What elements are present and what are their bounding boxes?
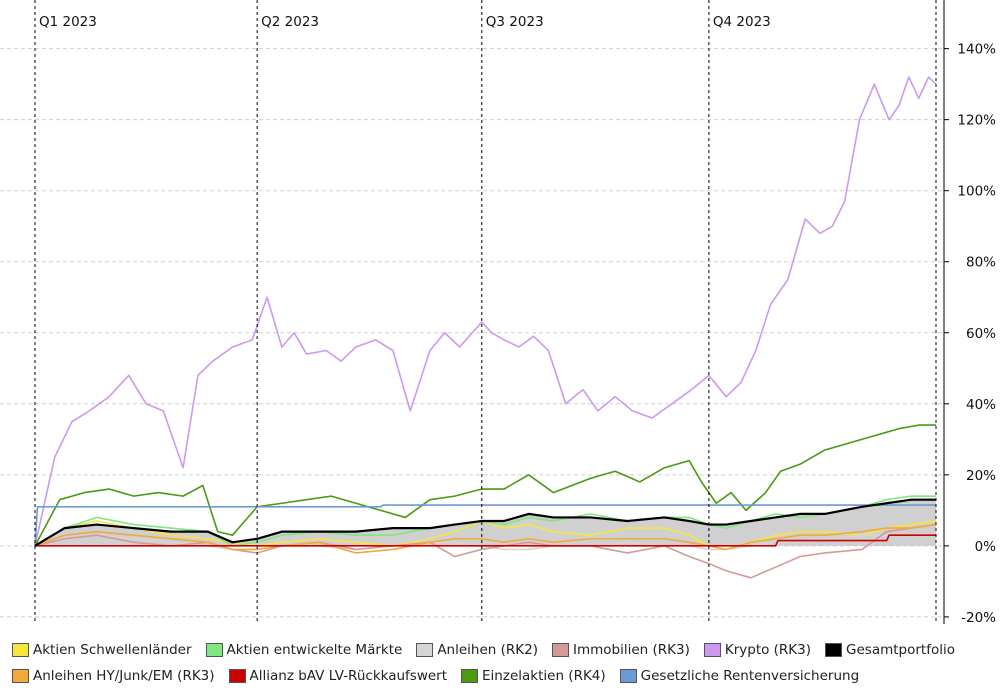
y-axis: -20% 0% 20% 40% 60% 80% 100% 120% 140% — [943, 0, 997, 626]
series-lines — [34, 76, 937, 579]
series-line-gesetzliche-rentenversicherung — [34, 504, 936, 546]
quarter-label-3: Q4 2023 — [713, 14, 771, 30]
legend-label: Gesamtportfolio — [846, 642, 955, 658]
legend-item-gesamtportfolio[interactable]: Gesamtportfolio — [825, 642, 955, 658]
portfolio-performance-chart: Q1 2023 Q2 2023 Q3 2023 Q4 2023 -20% 0% 20% 40… — [0, 0, 997, 626]
legend-label: Krypto (RK3) — [724, 642, 812, 658]
y-tick-label-120: 120% — [957, 113, 996, 129]
y-tick-label-100: 100% — [957, 184, 996, 200]
legend-label: Allianz bAV LV-Rückkaufswert — [249, 668, 448, 684]
legend-label: Aktien entwickelte Märkte — [226, 642, 403, 658]
legend-swatch — [416, 643, 434, 657]
legend-swatch — [619, 669, 637, 683]
legend-label: Einzelaktien (RK4) — [482, 668, 606, 684]
legend-item-anleihen-rk2[interactable]: Anleihen (RK2) — [416, 642, 538, 658]
legend-label: Anleihen HY/Junk/EM (RK3) — [33, 668, 215, 684]
legend-label: Immobilien (RK3) — [572, 642, 690, 658]
quarter-markers: Q1 2023 Q2 2023 Q3 2023 Q4 2023 — [34, 0, 937, 624]
legend-item-aktien-schwellenländer[interactable]: Aktien Schwellenländer — [12, 642, 192, 658]
legend-label: Gesetzliche Rentenversicherung — [640, 668, 860, 684]
legend-swatch — [825, 643, 843, 657]
legend-item-anleihen-hy-junk-em-rk3[interactable]: Anleihen HY/Junk/EM (RK3) — [12, 668, 215, 684]
quarter-label-1: Q2 2023 — [261, 14, 319, 30]
legend-item-krypto-rk3[interactable]: Krypto (RK3) — [703, 642, 812, 658]
y-tick-label-60: 60% — [966, 326, 996, 342]
legend-swatch — [703, 643, 721, 657]
y-tick-label-80: 80% — [966, 255, 996, 271]
y-tick-label-20: 20% — [966, 468, 996, 484]
legend-swatch — [12, 643, 29, 657]
legend-swatch — [461, 669, 479, 683]
chart-legend: Aktien Schwellenländer Aktien entwickelte… — [12, 637, 992, 689]
series-line-gesamtportfolio — [34, 498, 936, 547]
y-tick-label--20: -20% — [961, 610, 996, 626]
y-tick-label-0: 0% — [975, 539, 997, 555]
legend-item-einzelaktien-rk4[interactable]: Einzelaktien (RK4) — [461, 668, 606, 684]
legend-item-gesetzliche-rentenversicherung[interactable]: Gesetzliche Rentenversicherung — [619, 668, 860, 684]
legend-row-0: Aktien Schwellenländer Aktien entwickelte… — [12, 637, 992, 663]
legend-row-1: Anleihen HY/Junk/EM (RK3) Allianz bAV LV-… — [12, 663, 992, 689]
quarter-label-0: Q1 2023 — [39, 14, 97, 30]
y-tick-label-140: 140% — [957, 42, 996, 58]
legend-item-aktien-entwickelte-märkte[interactable]: Aktien entwickelte Märkte — [205, 642, 403, 658]
legend-item-immobilien-rk3[interactable]: Immobilien (RK3) — [551, 642, 690, 658]
series-line-aktien-schwellenländer — [34, 520, 937, 551]
legend-label: Aktien Schwellenländer — [33, 642, 192, 658]
series-line-allianz-bav-lv-rückkaufswert — [35, 534, 936, 547]
legend-swatch — [228, 669, 246, 683]
legend-label: Anleihen (RK2) — [437, 642, 538, 658]
legend-item-allianz-bav-lv-rückkaufswert[interactable]: Allianz bAV LV-Rückkaufswert — [228, 668, 448, 684]
series-line-anleihen-hy-junk-em-rk3 — [34, 523, 937, 554]
series-line-einzelaktien-rk4 — [34, 424, 936, 547]
legend-swatch — [12, 669, 29, 683]
quarter-label-2: Q3 2023 — [486, 14, 544, 30]
legend-swatch — [205, 643, 223, 657]
series-line-krypto-rk3 — [34, 76, 937, 547]
legend-swatch — [551, 643, 569, 657]
y-tick-label-40: 40% — [966, 397, 996, 413]
